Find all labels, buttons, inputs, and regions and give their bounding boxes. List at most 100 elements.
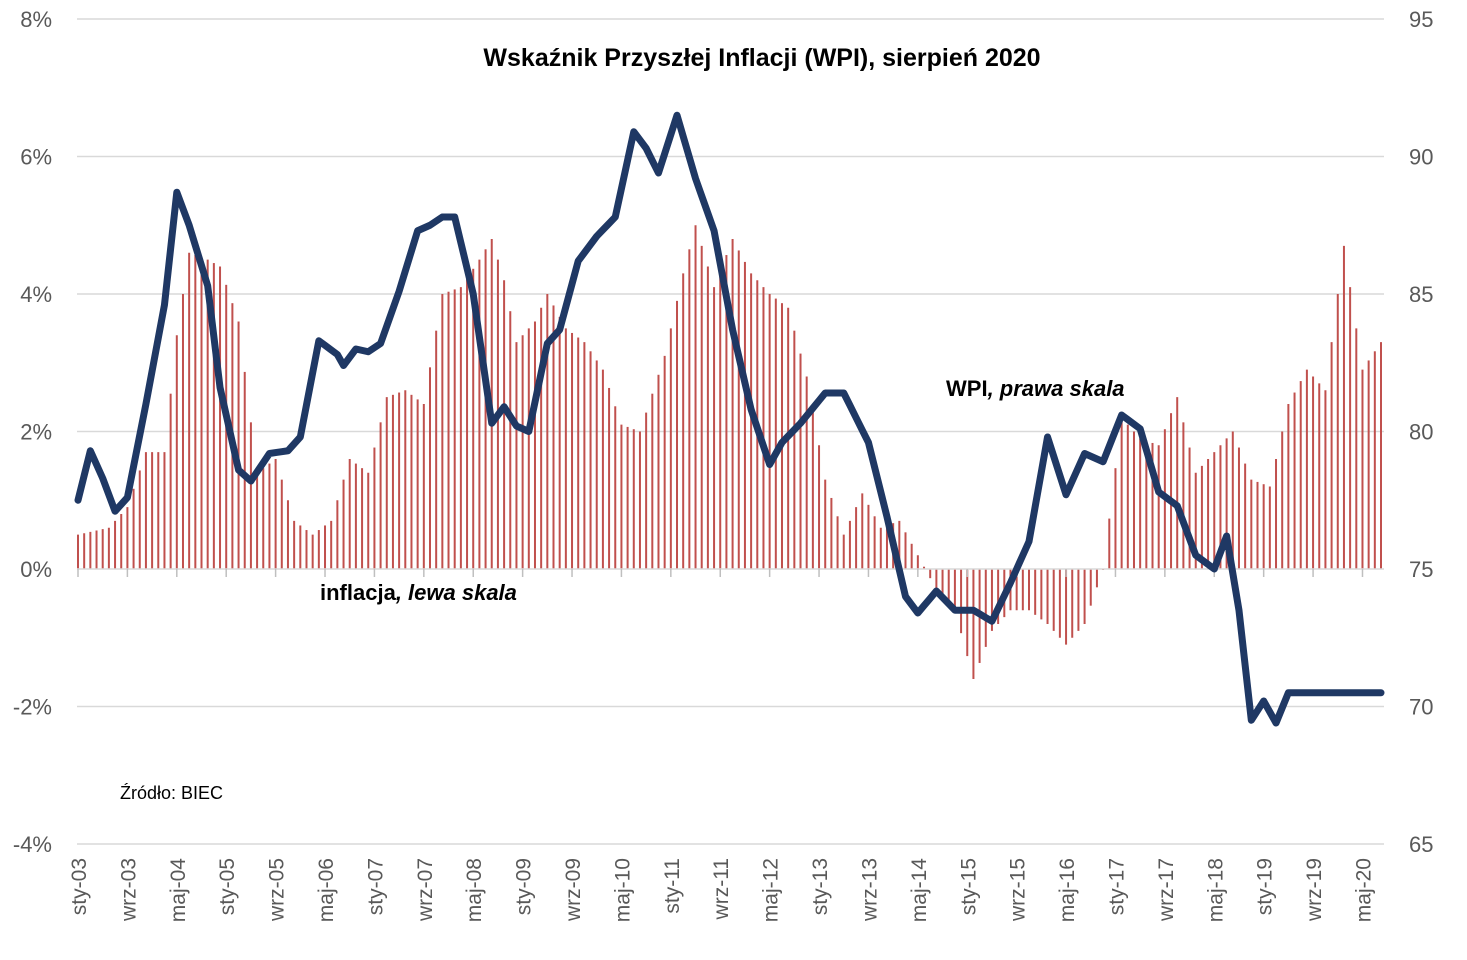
inflation-bar <box>305 530 308 569</box>
inflation-bar <box>1028 569 1031 611</box>
inflation-bar <box>1170 413 1173 569</box>
inflation-bar <box>533 321 536 569</box>
inflation-bar <box>1342 245 1345 569</box>
inflation-bar <box>595 360 598 569</box>
right-axis-tick-label: 90 <box>1409 145 1433 170</box>
inflation-bar <box>1015 569 1018 611</box>
x-axis-tick-label: wrz-07 <box>414 858 437 922</box>
inflation-bar <box>1089 569 1092 606</box>
inflation-bar <box>447 291 450 569</box>
x-axis-tick-label: sty-09 <box>513 858 536 915</box>
inflation-bar <box>1207 459 1210 569</box>
inflation-bar <box>373 447 376 569</box>
inflation-bar <box>317 530 320 569</box>
inflation-bar <box>311 534 314 569</box>
inflation-bar <box>805 376 808 569</box>
inflation-bar <box>286 500 289 569</box>
inflation-bar <box>274 459 277 569</box>
inflation-bar <box>404 390 407 569</box>
x-axis-tick-label: maj-12 <box>760 858 783 922</box>
inflation-bar <box>367 472 370 569</box>
inflation-bar <box>1145 440 1148 569</box>
inflation-bar <box>694 225 697 569</box>
inflation-bar <box>243 371 246 569</box>
inflation-bar <box>1336 294 1339 569</box>
inflation-bar <box>1077 569 1080 631</box>
inflation-bar <box>984 569 987 647</box>
inflation-bar <box>885 525 888 569</box>
inflation-bar <box>997 569 1000 624</box>
inflation-bar <box>737 250 740 570</box>
inflation-bar <box>1324 390 1327 569</box>
inflation-bar <box>361 468 364 569</box>
inflation-bar <box>1361 369 1364 569</box>
inflation-bar <box>571 332 574 569</box>
inflation-bar <box>589 351 592 569</box>
inflation-bar <box>1293 392 1296 569</box>
left-axis-tick-label: 6% <box>20 145 52 170</box>
inflation-bar <box>811 410 814 569</box>
x-axis-tick-label: maj-16 <box>1056 858 1079 922</box>
left-axis-tick-label: 4% <box>20 282 52 307</box>
inflation-bar <box>1244 463 1247 569</box>
x-axis-tick-label: wrz-13 <box>858 858 881 922</box>
inflation-bar <box>1182 422 1185 569</box>
inflation-bar <box>385 397 388 569</box>
inflation-bar <box>398 392 401 569</box>
inflation-bar <box>750 273 753 569</box>
inflation-bar <box>762 287 765 569</box>
inflation-bar <box>941 569 944 597</box>
inflation-bar <box>410 394 413 569</box>
inflation-bar <box>1200 465 1203 569</box>
inflation-bar <box>262 468 265 569</box>
inflation-bar <box>879 527 882 569</box>
inflation-bar <box>1083 569 1086 624</box>
inflation-bar <box>1318 383 1321 569</box>
inflation-bar <box>354 463 357 569</box>
inflation-bar <box>743 261 746 569</box>
inflation-bar <box>1132 431 1135 569</box>
inflation-bar <box>1237 447 1240 569</box>
inflation-bar <box>904 532 907 569</box>
inflation-bar <box>620 424 623 569</box>
inflation-bar <box>1188 447 1191 569</box>
inflation-bar <box>144 452 147 569</box>
x-axis-tick-label: maj-04 <box>167 858 190 923</box>
x-axis-tick-label: maj-20 <box>1352 858 1375 922</box>
inflation-bar <box>107 527 110 569</box>
inflation-bar <box>1380 342 1382 569</box>
inflation-bar <box>342 479 345 569</box>
inflation-bar <box>428 367 431 569</box>
x-axis-tick-label: sty-05 <box>216 858 239 915</box>
inflation-bar <box>706 266 709 569</box>
x-axis-tick-label: wrz-15 <box>1007 858 1030 922</box>
inflation-bar <box>181 294 184 569</box>
inflation-bar <box>237 321 240 569</box>
inflation-bar <box>632 429 635 569</box>
inflation-bar <box>132 488 135 569</box>
inflation-bar <box>472 268 475 569</box>
left-axis-tick-label: 8% <box>20 7 52 32</box>
inflation-bar <box>1262 484 1265 569</box>
inflation-bar <box>212 263 215 569</box>
x-axis-tick-label: wrz-19 <box>1303 858 1326 922</box>
x-axis-tick-label: sty-15 <box>957 858 980 915</box>
x-axis-tick-label: sty-03 <box>68 858 91 915</box>
gridlines <box>77 18 1384 845</box>
chart-title: Wskaźnik Przyszłej Inflacji (WPI), sierp… <box>483 44 1040 72</box>
x-axis-tick-label: sty-19 <box>1254 858 1277 915</box>
x-axis-tick-label: sty-13 <box>809 858 832 915</box>
inflation-bar <box>1108 518 1111 569</box>
inflation-bar <box>249 422 252 569</box>
inflation-bar <box>953 569 956 611</box>
right-axis-labels: 65 70 75 80 85 90 95 <box>1409 7 1433 857</box>
inflation-bar <box>725 255 728 569</box>
inflation-bar <box>1355 328 1358 569</box>
inflation-bar <box>256 472 259 569</box>
inflation-bar <box>700 245 703 569</box>
inflation-bar <box>151 452 154 569</box>
inflation-bar <box>1231 431 1234 569</box>
inflation-bar <box>1126 424 1129 569</box>
inflation-bar <box>1373 351 1376 569</box>
inflation-bar <box>1367 360 1370 569</box>
